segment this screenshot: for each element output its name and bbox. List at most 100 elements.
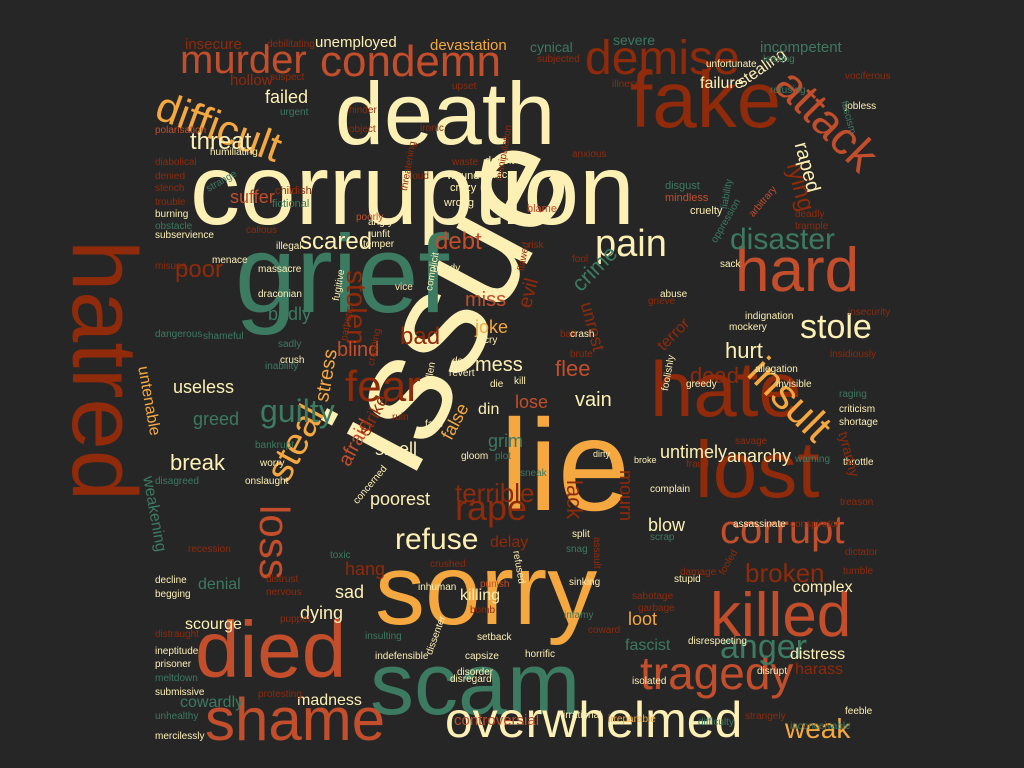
word: waste xyxy=(452,157,479,168)
word: needy xyxy=(433,263,461,274)
word: protesting xyxy=(258,689,302,700)
word: hard xyxy=(735,236,860,305)
word: debt xyxy=(435,228,482,255)
word: punish xyxy=(480,579,510,590)
word: menace xyxy=(212,255,248,266)
word: distress xyxy=(790,646,846,663)
word: died xyxy=(195,605,347,694)
word: demise xyxy=(585,32,740,85)
word: kill xyxy=(514,376,526,387)
word: insecurity xyxy=(848,307,891,318)
word: dangerous xyxy=(155,329,203,340)
word: hang xyxy=(345,559,386,579)
word: fake xyxy=(630,55,782,144)
word: unrest xyxy=(576,299,609,354)
word: criticism xyxy=(839,404,876,415)
word: insecure xyxy=(185,36,242,53)
word: greedy xyxy=(686,379,717,390)
word: threat xyxy=(190,128,252,155)
word: cynical xyxy=(530,39,573,55)
word: toxic xyxy=(330,550,351,561)
word: setback xyxy=(477,632,512,643)
word: blind xyxy=(337,339,380,361)
word: isolated xyxy=(632,676,667,687)
word: blame xyxy=(527,203,557,215)
word: trouble xyxy=(155,197,186,208)
word: terrible xyxy=(455,478,535,508)
word: sinking xyxy=(569,577,601,588)
word: insulting xyxy=(365,631,402,642)
word: dying xyxy=(300,603,344,623)
word: illegal xyxy=(276,241,302,252)
word: fooled xyxy=(717,547,741,577)
word: assault xyxy=(591,537,602,569)
word: horrific xyxy=(525,649,556,660)
word: lie xyxy=(500,392,631,538)
word: shame xyxy=(205,686,386,753)
word: shameful xyxy=(203,331,244,342)
word: onslaught xyxy=(245,476,289,487)
word: hinder xyxy=(349,105,377,116)
word: useless xyxy=(173,377,235,397)
word: untimely xyxy=(660,442,728,462)
word: devastation xyxy=(430,37,507,54)
word: cruelty xyxy=(690,205,723,217)
word: indefensible xyxy=(375,651,429,662)
word: din xyxy=(478,401,500,418)
word: conspirator xyxy=(790,519,840,530)
word: anarchy xyxy=(727,446,792,466)
word: humiliating xyxy=(210,147,258,158)
word: break xyxy=(170,450,226,475)
word: anger xyxy=(720,628,807,666)
word: savage xyxy=(735,436,768,447)
word: loot xyxy=(628,609,658,629)
word: trample xyxy=(795,221,829,232)
word: hurt xyxy=(725,338,763,363)
word: lose xyxy=(515,392,549,412)
word: obstacle xyxy=(155,221,193,232)
word: unfit xyxy=(371,229,390,240)
word: meltdown xyxy=(155,673,198,684)
word: worry xyxy=(260,458,285,469)
word: prisoner xyxy=(155,659,192,670)
word: begging xyxy=(155,589,191,600)
word: plot xyxy=(495,451,512,462)
word: bankrupt xyxy=(255,440,294,451)
word: disrespecting xyxy=(688,636,747,647)
word: complex xyxy=(793,579,853,596)
word: jobless xyxy=(845,101,877,112)
word: infamy xyxy=(564,610,594,621)
word: dirty xyxy=(593,449,611,459)
word: scourge xyxy=(185,616,242,633)
word: childish xyxy=(275,185,312,197)
word: ironic xyxy=(420,123,444,134)
word: flee xyxy=(555,356,591,381)
word: disaster xyxy=(730,223,836,256)
word: crash xyxy=(570,329,595,340)
word: upset xyxy=(452,81,477,92)
word: vain xyxy=(575,389,612,411)
word: madness xyxy=(297,692,362,709)
word: complain xyxy=(650,484,691,495)
word: blow xyxy=(648,515,686,535)
word: bomb xyxy=(470,605,496,616)
word: overwhelmed xyxy=(445,692,743,748)
word: massacre xyxy=(258,264,302,275)
word: decline xyxy=(155,575,187,586)
word: raging xyxy=(839,389,867,400)
word: puppet xyxy=(280,614,311,625)
word: disrupt xyxy=(757,666,788,677)
word: lost xyxy=(695,425,820,514)
word: insidiously xyxy=(830,349,877,360)
word: grief xyxy=(235,213,449,336)
word: allegation xyxy=(755,364,798,375)
word: recession xyxy=(188,544,231,555)
word: loud xyxy=(410,171,429,182)
word: denial xyxy=(198,576,241,593)
word: disorder xyxy=(457,667,494,678)
word: fascist xyxy=(625,637,671,654)
word: disregard xyxy=(450,674,492,685)
word: failure xyxy=(700,75,744,92)
word: sadly xyxy=(278,339,302,350)
